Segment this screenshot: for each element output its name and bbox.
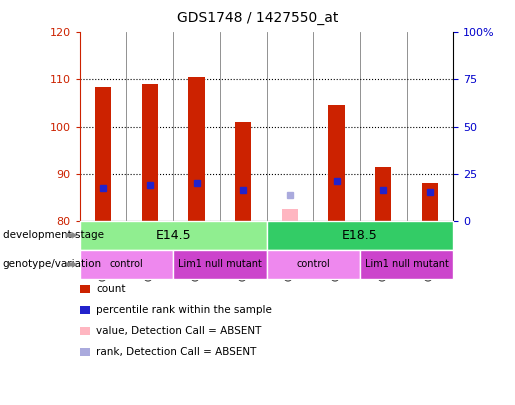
- Bar: [360, 32, 406, 221]
- Text: GDS1748 / 1427550_at: GDS1748 / 1427550_at: [177, 11, 338, 26]
- Text: control: control: [296, 260, 330, 269]
- Text: value, Detection Call = ABSENT: value, Detection Call = ABSENT: [96, 326, 262, 336]
- Bar: [267, 32, 313, 221]
- Bar: [220, 32, 267, 221]
- Text: rank, Detection Call = ABSENT: rank, Detection Call = ABSENT: [96, 347, 256, 357]
- Bar: [313, 32, 360, 221]
- Text: development stage: development stage: [3, 230, 104, 240]
- Text: E18.5: E18.5: [342, 229, 377, 242]
- Text: Lim1 null mutant: Lim1 null mutant: [178, 260, 262, 269]
- Bar: [329, 105, 345, 221]
- Text: percentile rank within the sample: percentile rank within the sample: [96, 305, 272, 315]
- Bar: [173, 32, 220, 221]
- Bar: [406, 32, 453, 221]
- Bar: [235, 122, 251, 221]
- Bar: [422, 183, 438, 221]
- Bar: [80, 32, 127, 221]
- Bar: [127, 32, 173, 221]
- Bar: [375, 166, 391, 221]
- Bar: [95, 87, 111, 221]
- Text: genotype/variation: genotype/variation: [3, 260, 101, 269]
- Bar: [282, 209, 298, 221]
- Text: E14.5: E14.5: [156, 229, 191, 242]
- Bar: [142, 84, 158, 221]
- Text: count: count: [96, 284, 126, 294]
- Text: control: control: [110, 260, 143, 269]
- Bar: [188, 77, 204, 221]
- Text: Lim1 null mutant: Lim1 null mutant: [365, 260, 449, 269]
